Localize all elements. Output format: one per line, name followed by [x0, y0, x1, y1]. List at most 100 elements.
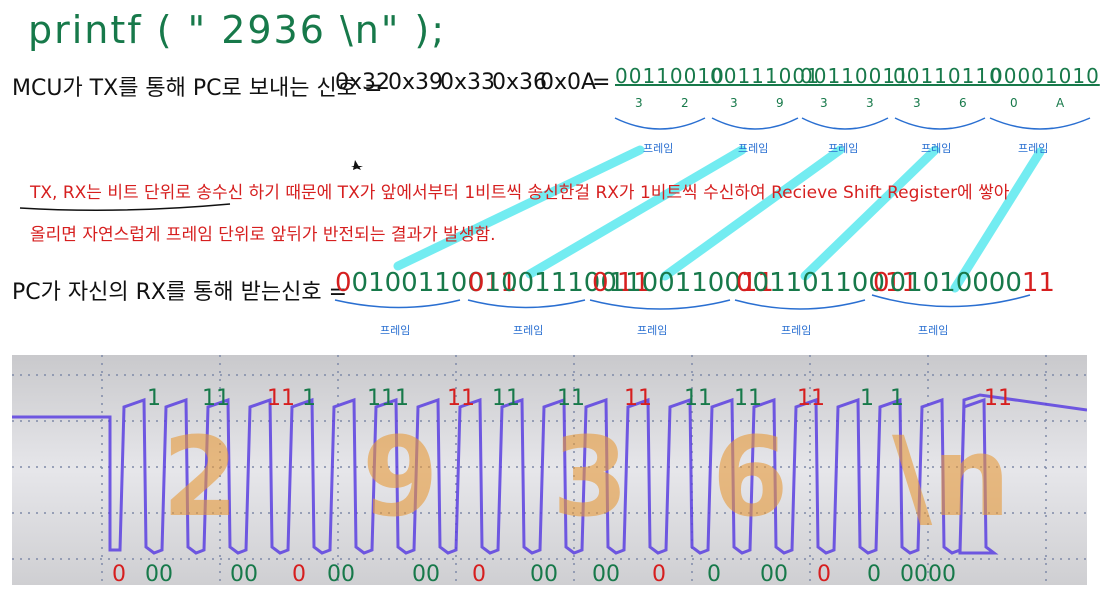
- stop-bits: 11: [740, 268, 774, 298]
- frame-caption: 프레임: [1018, 142, 1049, 155]
- received-frame: 00110110011: [736, 268, 918, 298]
- bottom-bit-mark: 00: [230, 562, 258, 585]
- hex-value: 0x33: [440, 70, 496, 95]
- top-bit-mark: 11: [557, 386, 585, 411]
- received-frame: 01100110011: [592, 268, 774, 298]
- bottom-bit-mark: 0: [292, 562, 306, 585]
- sent-bits: 00110110: [893, 64, 1003, 88]
- bottom-bit-mark: 00: [412, 562, 440, 585]
- stop-bits: 11: [616, 268, 650, 298]
- data-bits: 01001100: [351, 268, 484, 298]
- bottom-bit-mark: 00: [327, 562, 355, 585]
- start-bit: 0: [736, 268, 753, 298]
- top-bit-mark: 11: [734, 386, 762, 411]
- top-bit-mark: 11: [684, 386, 712, 411]
- frame-caption: 프레임: [918, 324, 949, 337]
- top-bit-mark: 11: [447, 386, 475, 411]
- nibble-high: 3: [730, 96, 738, 110]
- overlay-char: 2: [162, 413, 239, 541]
- sent-bits: 00110010: [615, 64, 725, 88]
- sent-bits: 00111001: [710, 64, 820, 88]
- frame-caption: 프레임: [380, 324, 411, 337]
- bottom-bit-mark: 0: [867, 562, 881, 585]
- nibble-low: 2: [681, 96, 689, 110]
- top-bit-mark: 11: [267, 386, 295, 411]
- top-bit-mark: 111: [367, 386, 409, 411]
- received-frame: 00100110011: [335, 268, 517, 298]
- start-bit: 0: [335, 268, 352, 298]
- data-bits: 01101100: [752, 268, 885, 298]
- bottom-bit-mark: 0: [112, 562, 126, 585]
- received-frame: 01001110011: [468, 268, 650, 298]
- nibble-high: 0: [1010, 96, 1018, 110]
- frame-caption: 프레임: [513, 324, 544, 337]
- hex-value: 0x36: [492, 70, 548, 95]
- hex-value: 0x39: [388, 70, 444, 95]
- scope-screen: [12, 355, 1087, 585]
- nibble-high: 3: [913, 96, 921, 110]
- stop-bits: 11: [1021, 268, 1055, 298]
- bottom-bit-mark: 0: [652, 562, 666, 585]
- top-bit-mark: 11: [202, 386, 230, 411]
- note-line: TX, RX는 비트 단위로 송수신 하기 때문에 TX가 앞에서부터 1비트씩…: [30, 183, 1010, 203]
- mapping-lines: [393, 145, 1045, 293]
- sent-bits: 00001010: [990, 64, 1100, 88]
- bottom-bit-mark: 0000: [900, 562, 956, 585]
- bottom-bit-mark: 0: [472, 562, 486, 585]
- top-bit-mark: 11: [624, 386, 652, 411]
- start-bit: 0: [592, 268, 609, 298]
- frame-arcs: [334, 117, 1091, 310]
- data-bits: 11001100: [608, 268, 741, 298]
- top-bit-mark: 1: [860, 386, 874, 411]
- hex-value: 0x32: [335, 70, 391, 95]
- scope-grid: [12, 355, 1087, 585]
- overlay-char: 9: [362, 413, 439, 541]
- equals-sign: =: [592, 70, 611, 95]
- frame-caption: 프레임: [643, 142, 674, 155]
- bottom-bit-mark: 0: [817, 562, 831, 585]
- nibble-high: 3: [635, 96, 643, 110]
- oscilloscope-photo: 2 9 3 6 \n1 11 11 1 111 11 11 11 11 11 11 11 1 1 110 00 00 0 0…: [12, 355, 1087, 585]
- top-bit-mark: 1: [890, 386, 904, 411]
- overlay-char: 3: [552, 413, 629, 541]
- top-bit-mark: 11: [984, 386, 1012, 411]
- sent-bits: 00110011: [800, 64, 910, 88]
- stop-bits: 11: [884, 268, 918, 298]
- overlay-char: 6: [712, 413, 789, 541]
- bottom-bit-mark: 00: [145, 562, 173, 585]
- frame-caption: 프레임: [637, 324, 668, 337]
- top-bit-mark: 1: [302, 386, 316, 411]
- nibble-high: 3: [820, 96, 828, 110]
- overlay-char: \n: [892, 413, 1011, 541]
- nibble-low: A: [1056, 96, 1065, 110]
- note-line: 올리면 자연스럽게 프레임 단위로 앞뒤가 반전되는 결과가 발생함.: [30, 225, 496, 245]
- underline: [19, 203, 231, 211]
- frame-caption: 프레임: [781, 324, 812, 337]
- nibble-low: 9: [776, 96, 784, 110]
- stop-bits: 11: [483, 268, 517, 298]
- top-bit-mark: 11: [797, 386, 825, 411]
- sent-label: MCU가 TX를 통해 PC로 보내는 신호 =: [12, 76, 383, 101]
- frame-caption: 프레임: [738, 142, 769, 155]
- hex-value: 0x0A: [540, 70, 597, 95]
- data-bits: 01010000: [889, 268, 1022, 298]
- data-bits: 10011100: [484, 268, 617, 298]
- bottom-bit-mark: 00: [760, 562, 788, 585]
- top-bit-mark: 11: [492, 386, 520, 411]
- frame-caption: 프레임: [828, 142, 859, 155]
- frame-caption: 프레임: [921, 142, 952, 155]
- start-bit: 0: [873, 268, 890, 298]
- bottom-bit-mark: 0: [707, 562, 721, 585]
- code-line: printf ( " 2936 \n" );: [28, 8, 447, 52]
- nibble-low: 6: [959, 96, 967, 110]
- nibble-low: 3: [866, 96, 874, 110]
- waveform: [12, 393, 1087, 555]
- bottom-bit-mark: 00: [530, 562, 558, 585]
- star-mark: [351, 160, 363, 170]
- received-label: PC가 자신의 RX를 통해 받는신호 =: [12, 280, 348, 305]
- received-frame: 00101000011: [873, 268, 1055, 298]
- start-bit: 0: [468, 268, 485, 298]
- top-bit-mark: 1: [147, 386, 161, 411]
